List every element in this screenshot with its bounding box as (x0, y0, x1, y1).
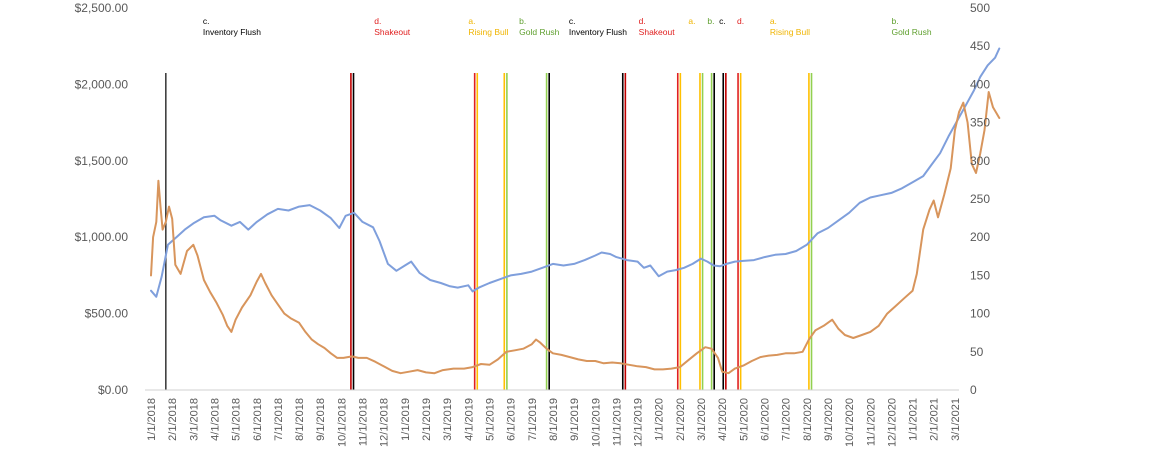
right-y-tick-label: 100 (970, 307, 990, 321)
phase-label-code: a. (770, 16, 777, 26)
right-y-tick-label: 500 (970, 1, 990, 15)
left-y-tick-label: $1,000.00 (75, 230, 129, 244)
phase-label-name: Rising Bull (770, 27, 810, 37)
right-y-tick-label: 300 (970, 154, 990, 168)
right-y-tick-label: 0 (970, 383, 977, 397)
x-axis: 1/1/2018 2/1/2018 3/1/2018 4/1/2018 5/1/2018… (146, 398, 962, 447)
x-tick-label: 8/1/2018 (294, 398, 306, 441)
price-series-line (150, 91, 1001, 375)
x-tick-label: 5/1/2020 (738, 398, 750, 441)
index-series-line (150, 47, 1001, 298)
phase-label-code: d. (639, 16, 646, 26)
right-y-tick-label: 200 (970, 230, 990, 244)
phase-label-name: Shakeout (639, 27, 676, 37)
series-lines (150, 47, 1001, 375)
x-tick-label: 1/1/2020 (654, 398, 666, 441)
x-tick-label: 4/1/2019 (463, 398, 475, 441)
x-tick-label: 7/1/2020 (781, 398, 793, 441)
phase-label-name: Gold Rush (891, 27, 931, 37)
x-tick-label: 9/1/2020 (823, 398, 835, 441)
right-y-tick-label: 400 (970, 77, 990, 91)
phase-marker-lines (165, 73, 813, 390)
right-y-tick-label: 150 (970, 268, 990, 282)
phase-label-name: Inventory Flush (569, 27, 627, 37)
x-tick-label: 6/1/2019 (506, 398, 518, 441)
x-tick-label: 7/1/2018 (273, 398, 285, 441)
x-tick-label: 3/1/2019 (442, 398, 454, 441)
right-y-axis: 0 50 100 150 200 250 300 350 400 450 500 (970, 1, 990, 397)
phase-label-code: b. (891, 16, 898, 26)
x-tick-label: 10/1/2018 (336, 398, 348, 447)
phase-label-name: Inventory Flush (203, 27, 261, 37)
left-y-tick-label: $2,000.00 (75, 77, 129, 91)
right-y-tick-label: 350 (970, 116, 990, 130)
x-tick-label: 3/1/2018 (188, 398, 200, 441)
x-tick-label: 5/1/2019 (484, 398, 496, 441)
x-tick-label: 12/1/2019 (633, 398, 645, 447)
x-tick-label: 9/1/2019 (569, 398, 581, 441)
x-tick-label: 5/1/2018 (231, 398, 243, 441)
phase-label-code: b. (707, 16, 714, 26)
left-y-tick-label: $500.00 (85, 307, 129, 321)
phase-label-code: c. (569, 16, 576, 26)
phase-label-code: d. (737, 16, 744, 26)
x-tick-label: 3/1/2021 (950, 398, 962, 441)
left-y-tick-label: $1,500.00 (75, 154, 129, 168)
x-tick-label: 2/1/2018 (167, 398, 179, 441)
phase-label-name: Rising Bull (468, 27, 508, 37)
phase-label-code: d. (374, 16, 381, 26)
left-y-tick-label: $2,500.00 (75, 1, 129, 15)
x-tick-label: 4/1/2020 (717, 398, 729, 441)
x-tick-label: 10/1/2019 (590, 398, 602, 447)
left-y-tick-label: $0.00 (98, 383, 128, 397)
x-tick-label: 6/1/2020 (759, 398, 771, 441)
x-tick-label: 12/1/2018 (379, 398, 391, 447)
right-y-tick-label: 50 (970, 345, 984, 359)
phase-label-code: b. (519, 16, 526, 26)
x-tick-label: 12/1/2020 (886, 398, 898, 447)
phase-label-code: c. (203, 16, 210, 26)
x-tick-label: 7/1/2019 (527, 398, 539, 441)
x-tick-label: 11/1/2018 (358, 398, 370, 446)
phase-label-name: Gold Rush (519, 27, 559, 37)
x-tick-label: 2/1/2021 (929, 398, 941, 441)
right-y-tick-label: 250 (970, 192, 990, 206)
x-tick-label: 10/1/2020 (844, 398, 856, 447)
x-tick-label: 8/1/2020 (802, 398, 814, 441)
left-y-axis: $0.00 $500.00 $1,000.00 $1,500.00 $2,000.00 $… (75, 1, 129, 397)
x-tick-label: 3/1/2020 (696, 398, 708, 441)
x-tick-label: 1/1/2021 (908, 398, 920, 441)
phase-label-code: a. (468, 16, 475, 26)
phase-label-code: c. (719, 16, 726, 26)
x-tick-label: 2/1/2019 (421, 398, 433, 441)
x-tick-label: 6/1/2018 (252, 398, 264, 441)
phase-label-name: Shakeout (374, 27, 411, 37)
x-tick-label: 1/1/2019 (400, 398, 412, 441)
x-tick-label: 4/1/2018 (209, 398, 221, 441)
x-tick-label: 11/1/2019 (611, 398, 623, 446)
x-tick-label: 9/1/2018 (315, 398, 327, 441)
x-tick-label: 11/1/2020 (865, 398, 877, 446)
phase-label-code: a. (688, 16, 695, 26)
x-tick-label: 1/1/2018 (146, 398, 158, 441)
x-tick-label: 2/1/2020 (675, 398, 687, 441)
right-y-tick-label: 450 (970, 39, 990, 53)
x-tick-label: 8/1/2019 (548, 398, 560, 441)
